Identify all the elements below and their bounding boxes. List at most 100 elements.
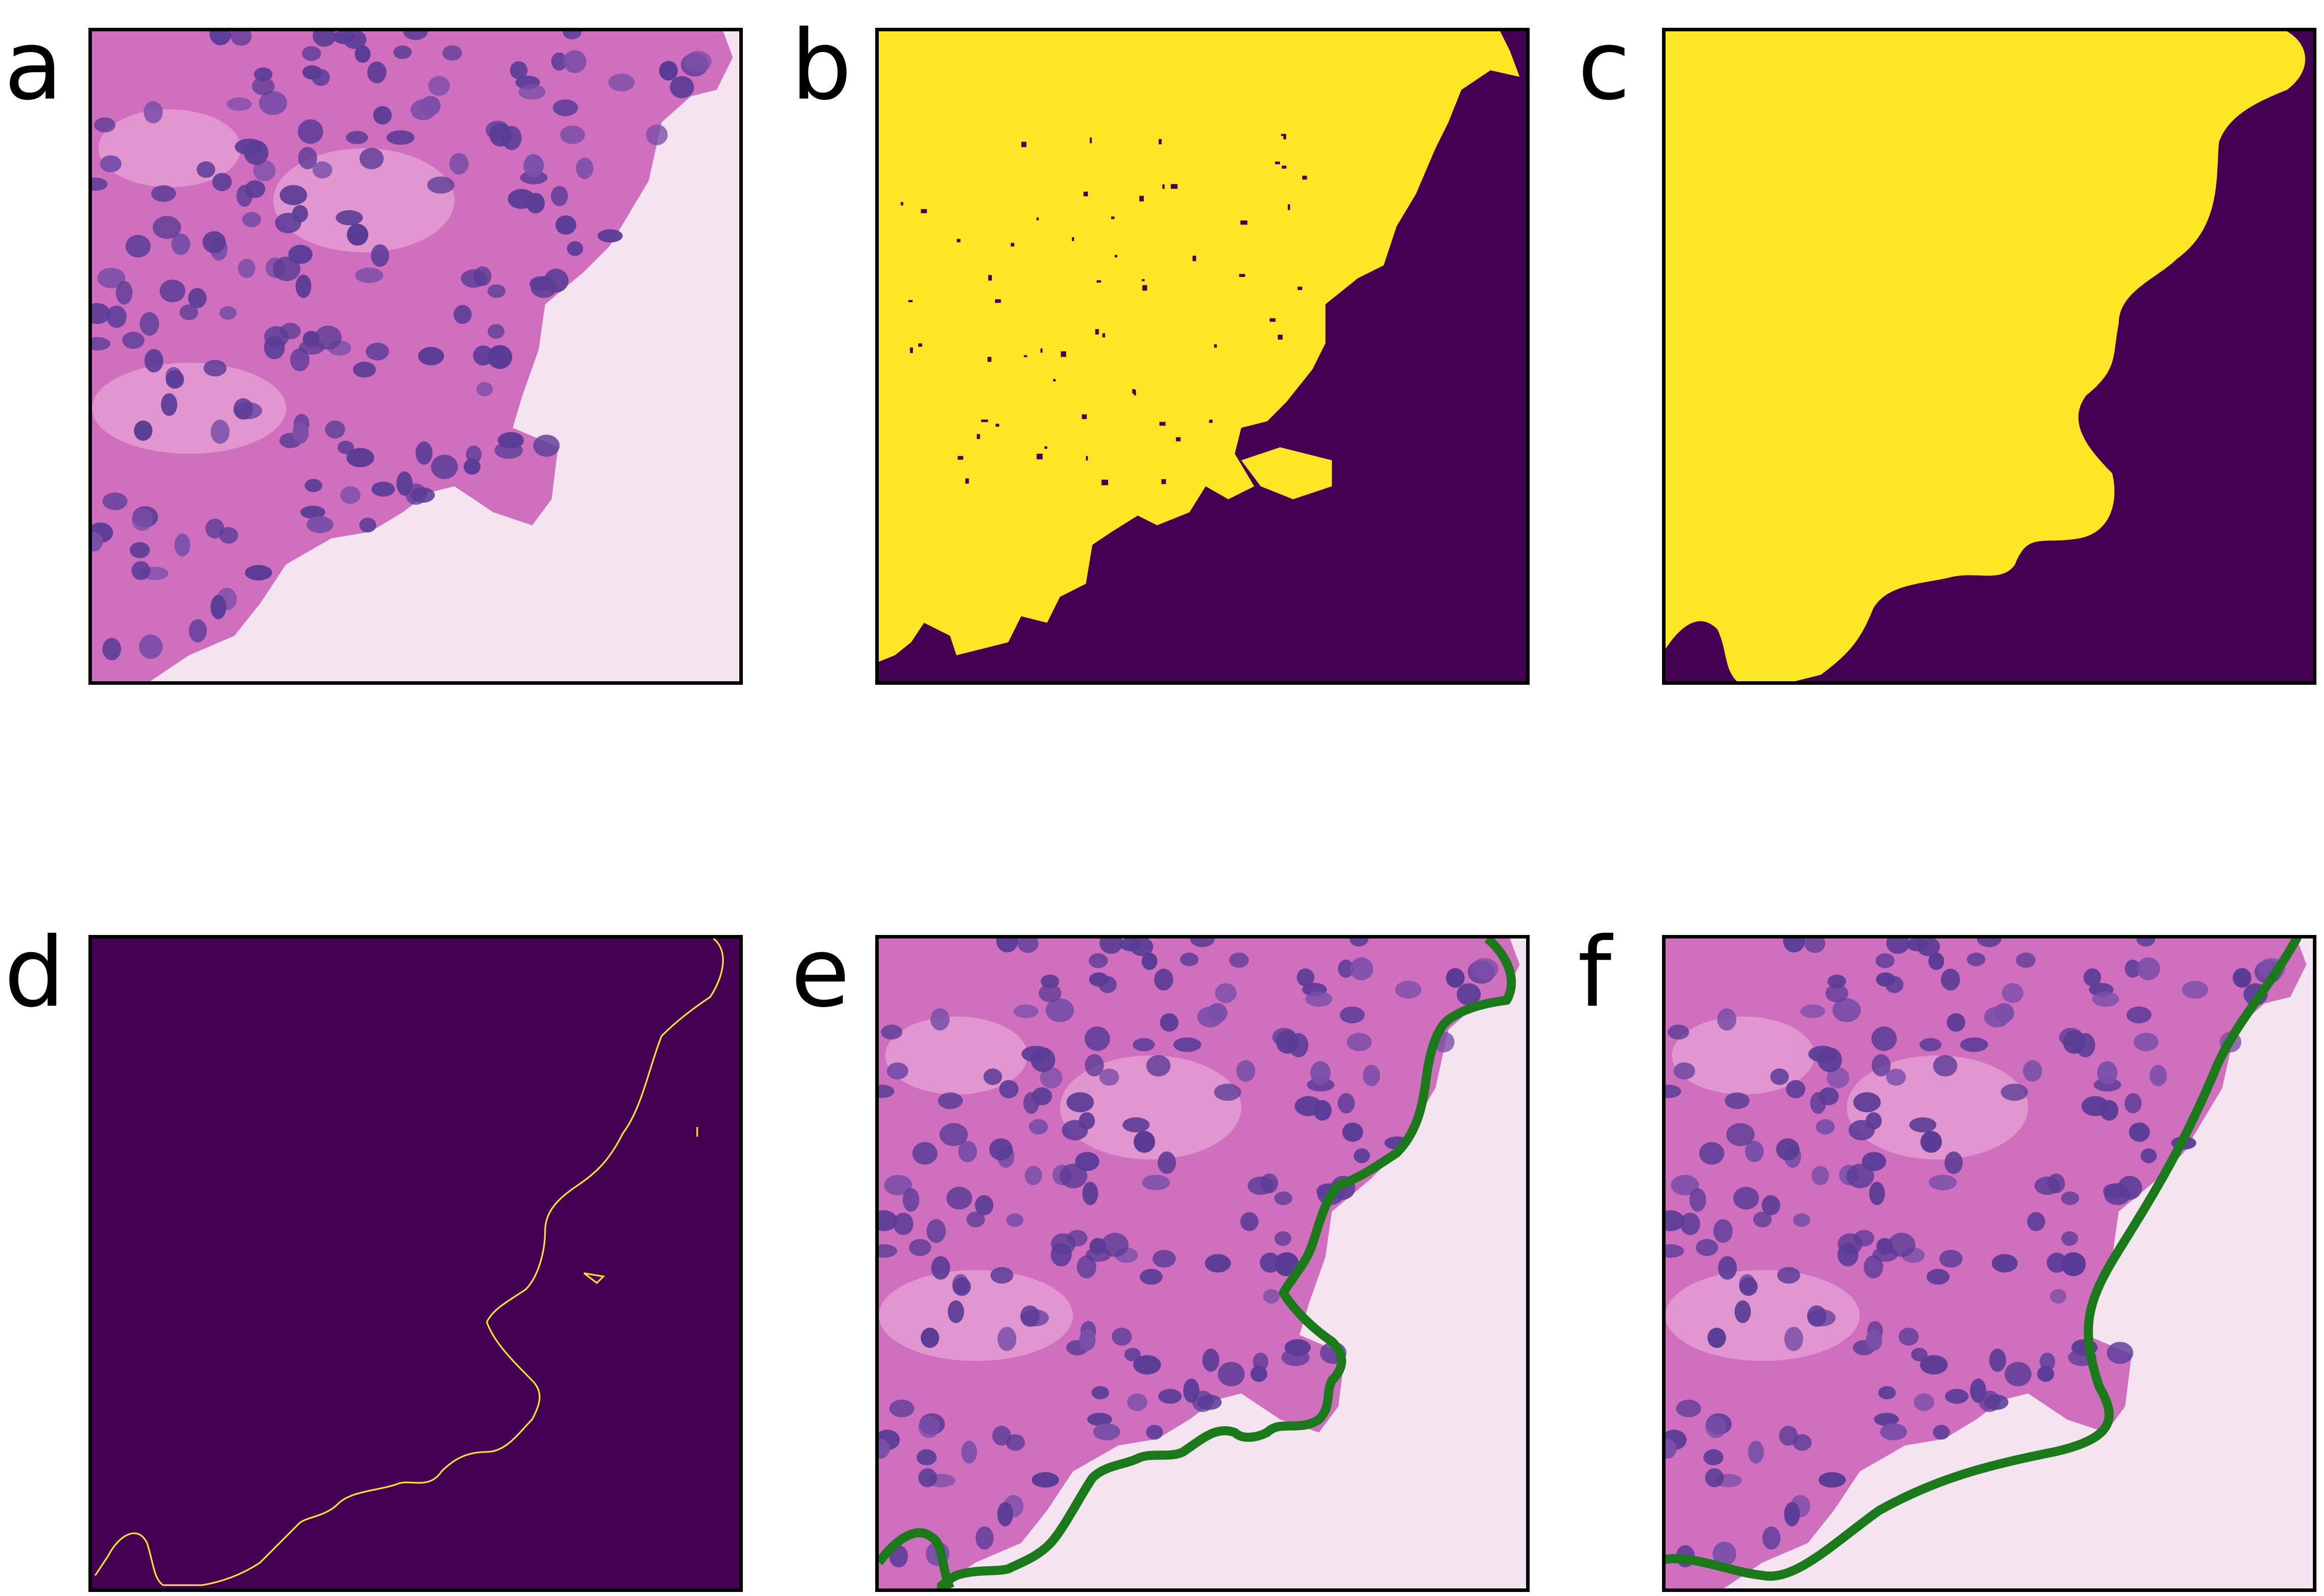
nucleus	[1784, 1502, 1800, 1527]
nucleus	[1753, 1211, 1772, 1228]
nucleus	[884, 1175, 912, 1196]
nucleus	[1671, 1175, 1699, 1196]
nucleus	[1132, 1038, 1155, 1052]
nucleus	[1130, 938, 1154, 956]
nucleus	[453, 305, 472, 324]
nucleus	[1668, 1024, 1689, 1040]
nucleus	[1878, 1386, 1896, 1399]
nucleus	[1762, 1526, 1781, 1550]
nucleus	[259, 91, 288, 115]
nucleus	[1347, 1032, 1372, 1051]
nucleus	[1733, 1187, 1759, 1210]
nucleus	[272, 256, 301, 281]
nucleus	[670, 76, 694, 99]
nucleus	[418, 347, 444, 365]
nucleus	[139, 634, 163, 659]
nucleus	[1017, 938, 1039, 953]
nucleus	[1864, 1255, 1883, 1279]
nucleus	[909, 1239, 931, 1256]
mask-hole	[1170, 184, 1178, 189]
nucleus	[355, 45, 371, 63]
nucleus	[566, 241, 584, 256]
nucleus	[1456, 983, 1481, 1006]
nucleus	[1059, 1163, 1087, 1189]
nucleus	[144, 101, 163, 124]
nucleus	[1739, 1277, 1758, 1296]
nucleus	[1040, 1067, 1063, 1089]
nucleus	[533, 435, 560, 457]
nucleus	[298, 119, 323, 144]
nucleus	[116, 280, 133, 305]
mask-hole	[1192, 255, 1197, 261]
nucleus	[1832, 998, 1861, 1022]
panel-d-boundary-contour	[88, 935, 743, 1592]
nucleus	[560, 125, 585, 144]
mask-hole	[1214, 344, 1217, 348]
nucleus	[1680, 1212, 1700, 1235]
nucleus	[2129, 1122, 2150, 1142]
nucleus	[1666, 1085, 1681, 1098]
mask-hole	[1081, 414, 1087, 419]
nucleus	[431, 454, 458, 480]
panel-f-image-with-smoothed-contour	[1662, 935, 2316, 1592]
nucleus	[2181, 980, 2208, 999]
panel-c-smoothed-mask	[1662, 28, 2316, 685]
nucleus	[1157, 1151, 1176, 1174]
mask-hole	[1162, 184, 1165, 189]
nucleus	[476, 382, 493, 397]
nucleus	[921, 1328, 939, 1348]
nucleus	[415, 441, 433, 465]
nucleus	[2117, 1176, 2142, 1200]
mask-hole	[910, 347, 913, 353]
nucleus	[2004, 1362, 2032, 1387]
nucleus	[487, 284, 506, 298]
nucleus	[102, 638, 121, 661]
nucleus	[1919, 1038, 1942, 1052]
thin-contour-loop	[583, 1272, 605, 1284]
nucleus	[947, 1300, 964, 1324]
nucleus	[1154, 968, 1173, 991]
nucleus	[1800, 1004, 1826, 1018]
nucleus	[1846, 1163, 1874, 1189]
nucleus	[1029, 1119, 1048, 1135]
nucleus	[428, 76, 450, 96]
nuclei-a	[92, 31, 712, 661]
mask-hole	[1282, 165, 1287, 169]
nucleus	[1133, 1131, 1155, 1153]
nucleus	[203, 359, 227, 377]
nucleus	[2061, 1231, 2078, 1246]
nucleus	[1944, 1151, 1963, 1174]
nucleus	[159, 279, 185, 303]
nucleus	[608, 73, 635, 91]
panel-label-f: f	[1578, 917, 1611, 1028]
nucleus	[997, 1502, 1013, 1527]
nucleus	[523, 154, 544, 177]
nucleus	[1215, 983, 1237, 1003]
nucleus	[1031, 1087, 1052, 1105]
mask-hole	[1175, 437, 1181, 442]
mask-hole	[1277, 335, 1283, 340]
nucleus	[92, 303, 111, 324]
nucleus	[1871, 1026, 1897, 1051]
nucleus	[1075, 1152, 1100, 1171]
nucleus	[1030, 1047, 1056, 1072]
nucleus	[1122, 1117, 1150, 1133]
mask-hole	[995, 424, 1000, 427]
nucleus	[1152, 1249, 1176, 1268]
mask-hole	[921, 209, 927, 213]
nucleus	[371, 482, 395, 497]
nucleus	[295, 274, 312, 298]
nucleus	[1274, 1252, 1299, 1277]
nucleus	[946, 1187, 972, 1210]
histology-image-a	[92, 31, 739, 681]
nucleus	[1673, 1062, 1695, 1079]
nucleus	[1338, 959, 1354, 978]
nucleus	[1274, 1231, 1292, 1246]
nucleus	[931, 1256, 951, 1280]
nucleus	[346, 448, 374, 467]
nucleus	[1066, 1092, 1094, 1113]
nucleus	[1205, 1254, 1231, 1273]
nucleus	[1217, 1362, 1245, 1387]
nucleus	[1666, 1439, 1677, 1459]
nucleus	[449, 153, 469, 175]
